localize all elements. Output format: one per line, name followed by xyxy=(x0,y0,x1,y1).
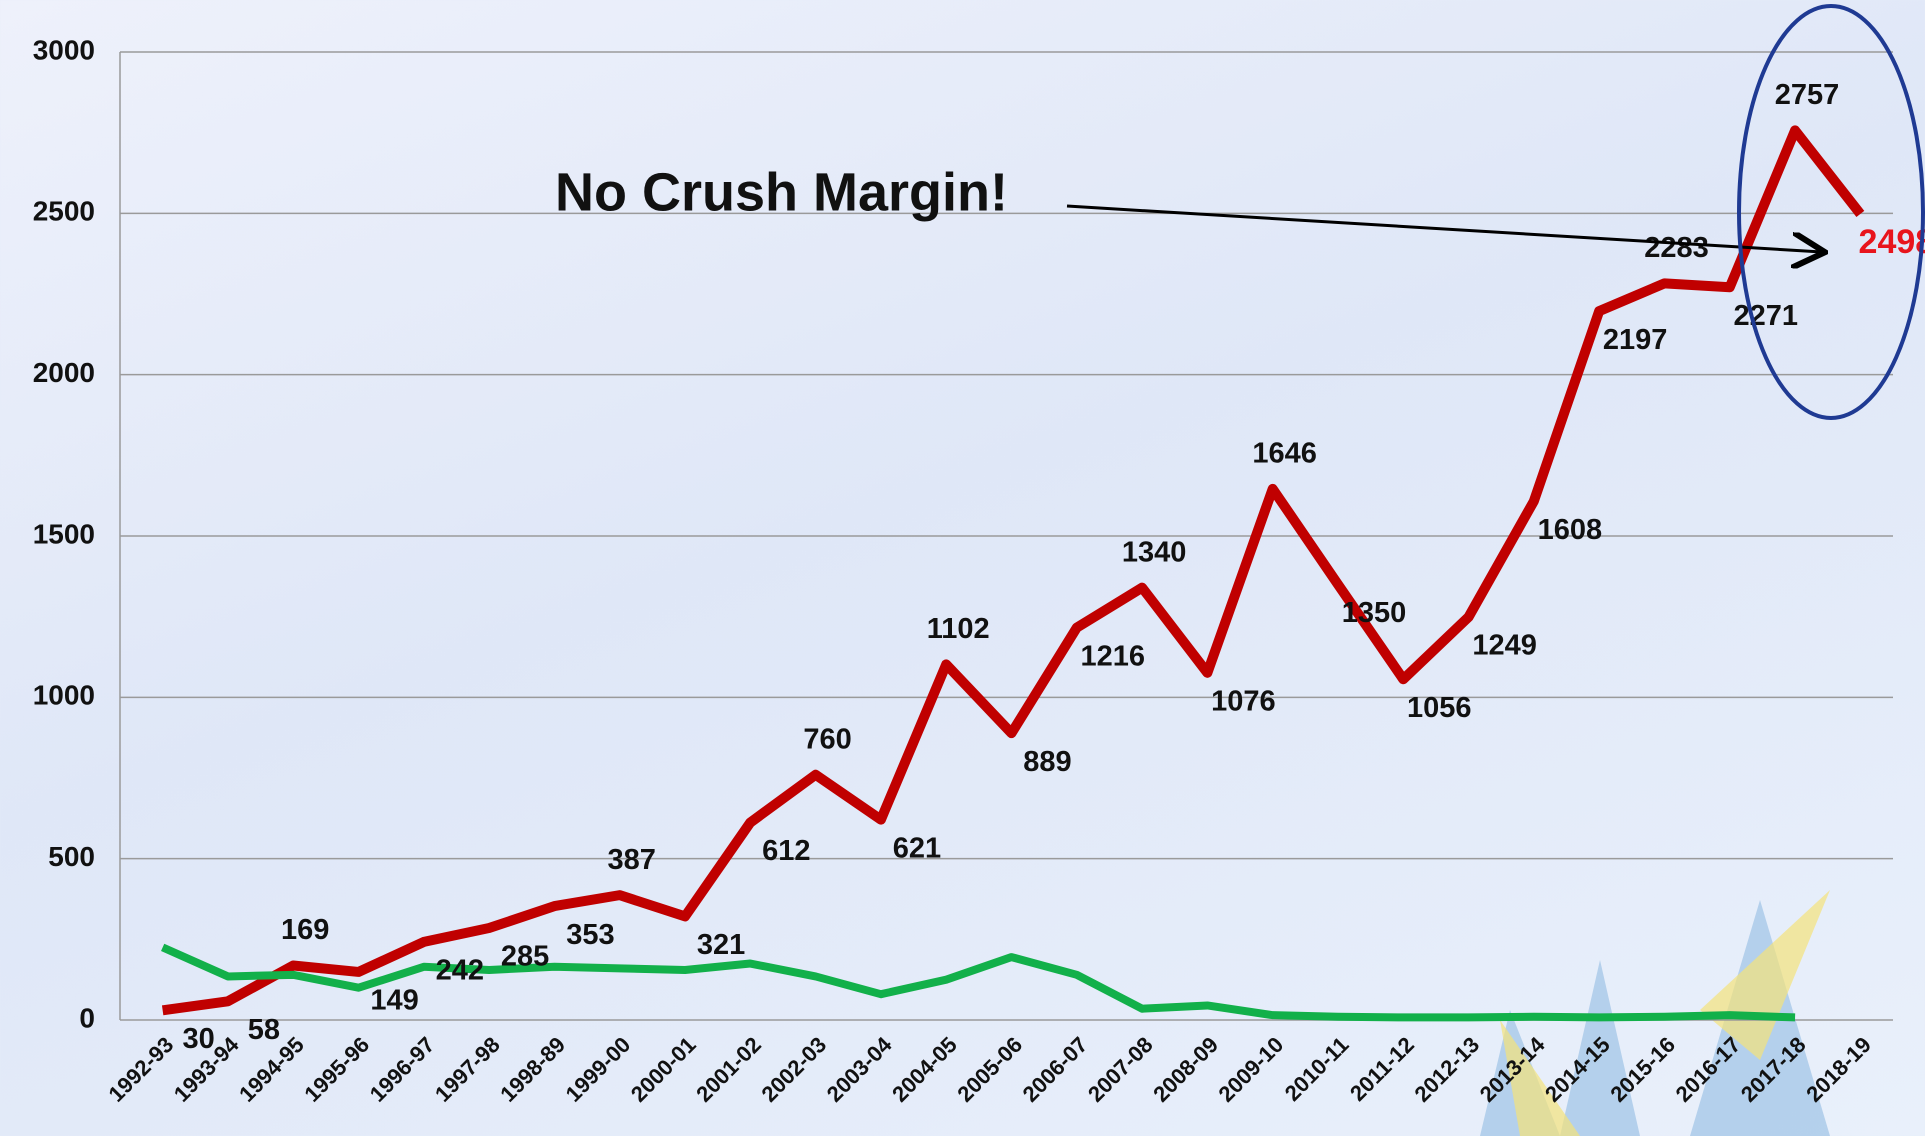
data-label: 1350 xyxy=(1342,597,1407,629)
data-label: 2757 xyxy=(1775,79,1840,111)
data-label: 58 xyxy=(248,1014,280,1046)
x-tick-label: 1999-00 xyxy=(561,1032,636,1107)
data-label: 2498 xyxy=(1859,223,1925,261)
x-tick-label: 1998-89 xyxy=(495,1032,570,1107)
x-tick-label: 1996-97 xyxy=(365,1032,440,1107)
data-label: 1076 xyxy=(1211,685,1276,717)
y-tick-label: 1000 xyxy=(33,680,95,711)
x-tick-label: 2003-04 xyxy=(822,1031,897,1106)
x-tick-label: 2012-13 xyxy=(1409,1032,1484,1107)
x-tick-label: 2018-19 xyxy=(1801,1032,1876,1107)
data-label: 1646 xyxy=(1252,438,1317,470)
marks: 30 58 169 149 242 285 353 387 321 612 760 621 1102 88… xyxy=(161,79,1925,1055)
data-label: 2197 xyxy=(1603,324,1668,356)
x-tick-label: 2004-05 xyxy=(887,1032,962,1107)
arrow xyxy=(1066,204,1822,252)
annotation: No Crush Margin! xyxy=(555,162,1008,222)
y-tick-label: 1500 xyxy=(33,518,95,549)
series-line xyxy=(161,943,1796,1022)
x-tick-label: 2002-03 xyxy=(756,1032,831,1107)
x-tick-label: 2000-01 xyxy=(626,1032,701,1107)
x-tick-label: 2005-06 xyxy=(952,1032,1027,1107)
data-label: 242 xyxy=(436,955,484,987)
x-tick-label: 1997-98 xyxy=(430,1032,505,1107)
data-label: 2283 xyxy=(1644,232,1709,264)
y-tick-label: 3000 xyxy=(33,34,95,65)
x-tick-label: 2011-12 xyxy=(1345,1032,1419,1106)
data-label: 149 xyxy=(370,985,418,1017)
y-tick-label: 0 xyxy=(79,1002,95,1033)
data-label: 1249 xyxy=(1472,630,1537,662)
data-label: 353 xyxy=(566,919,614,951)
data-label: 1056 xyxy=(1407,692,1472,724)
data-label: 30 xyxy=(183,1023,215,1055)
x-tick-label: 2010-11 xyxy=(1280,1032,1354,1106)
data-label: 760 xyxy=(803,723,851,755)
x-tick-label: 2007-08 xyxy=(1083,1032,1158,1107)
data-label: 2271 xyxy=(1734,300,1799,332)
x-tick-label: 1992-93 xyxy=(104,1032,179,1107)
x-tick-label: 2009-10 xyxy=(1214,1032,1289,1107)
data-label: 169 xyxy=(281,914,329,946)
x-tick-label: 2006-07 xyxy=(1018,1032,1093,1107)
decoration xyxy=(1480,900,1830,1136)
series-line xyxy=(161,125,1865,1016)
x-tick-label: 2001-02 xyxy=(691,1032,766,1107)
data-label: 1608 xyxy=(1538,514,1603,546)
y-tick-label: 500 xyxy=(48,841,95,872)
x-tick-label: 2008-09 xyxy=(1148,1032,1223,1107)
data-label: 889 xyxy=(1023,746,1071,778)
data-label: 1340 xyxy=(1122,536,1187,568)
x-tick-label: 1995-96 xyxy=(299,1032,374,1107)
data-label: 1102 xyxy=(927,613,990,645)
y-tick-label: 2000 xyxy=(33,357,95,388)
data-label: 612 xyxy=(762,835,810,867)
data-label: 321 xyxy=(697,929,745,961)
data-label: 285 xyxy=(501,941,549,973)
data-label: 1216 xyxy=(1081,640,1146,672)
data-label: 621 xyxy=(893,832,941,864)
y-tick-label: 2500 xyxy=(33,196,95,227)
highlight-ellipse xyxy=(1737,4,1925,420)
data-label: 387 xyxy=(608,844,656,876)
